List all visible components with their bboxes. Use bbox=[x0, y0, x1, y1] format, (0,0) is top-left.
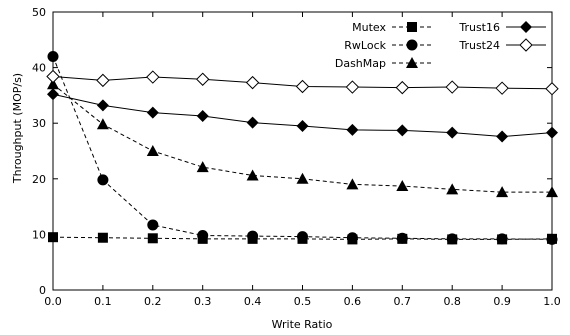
legend-label-mutex: Mutex bbox=[352, 21, 386, 34]
data-point-dashmap bbox=[47, 78, 59, 90]
legend-label-dashmap: DashMap bbox=[335, 57, 386, 70]
legend-label-trust16: Trust16 bbox=[458, 21, 500, 34]
data-point-rwlock bbox=[97, 174, 109, 186]
data-point-dashmap bbox=[146, 145, 159, 156]
y-axis-label: Throughput (MOP/s) bbox=[11, 73, 24, 184]
data-point-trust16 bbox=[446, 126, 459, 139]
series-dashmap bbox=[47, 78, 558, 198]
data-point-trust24 bbox=[545, 82, 559, 96]
data-point-dashmap bbox=[346, 178, 359, 190]
x-tick-label: 0.7 bbox=[394, 295, 412, 308]
data-point-dashmap bbox=[96, 118, 109, 130]
x-tick-label: 0.0 bbox=[44, 295, 62, 308]
x-tick-label: 1.0 bbox=[543, 295, 561, 308]
data-point-trust16 bbox=[496, 130, 509, 143]
x-tick-label: 0.2 bbox=[144, 295, 162, 308]
data-point-dashmap bbox=[396, 180, 409, 192]
data-point-dashmap bbox=[446, 183, 459, 195]
data-point-trust24 bbox=[295, 79, 310, 94]
legend: Mutex RwLock DashMap Trust16 Trust24 bbox=[335, 21, 546, 70]
x-axis-label: Write Ratio bbox=[272, 318, 333, 331]
axes: 0.0 0.1 0.2 0.3 0.4 0.5 0.6 0.7 0.8 0.9 1.0 0 10 20 30… bbox=[32, 6, 561, 308]
data-point-trust16 bbox=[47, 88, 59, 101]
series-rwlock bbox=[47, 50, 558, 245]
x-tick-label: 0.1 bbox=[94, 295, 112, 308]
data-point-dashmap bbox=[496, 186, 509, 198]
data-point-trust16 bbox=[196, 109, 209, 122]
data-point-rwlock bbox=[346, 232, 358, 244]
data-point-trust16 bbox=[246, 116, 259, 129]
data-point-trust24 bbox=[146, 70, 160, 84]
series-trust16 bbox=[47, 88, 558, 143]
data-point-trust16 bbox=[296, 119, 309, 132]
data-point-trust16 bbox=[96, 99, 109, 112]
y-tick-label: 40 bbox=[32, 62, 46, 75]
series-line-mutex bbox=[52, 236, 553, 240]
data-point-trust24 bbox=[495, 81, 509, 95]
y-tick-label: 50 bbox=[32, 6, 46, 19]
data-point-dashmap bbox=[546, 186, 558, 198]
legend-label-trust24: Trust24 bbox=[458, 39, 500, 52]
x-tick-label: 0.4 bbox=[244, 295, 262, 308]
legend-marker-mutex bbox=[407, 22, 417, 32]
data-point-rwlock bbox=[446, 233, 458, 245]
y-tick-label: 0 bbox=[39, 284, 46, 297]
data-point-dashmap bbox=[196, 161, 209, 173]
data-point-rwlock bbox=[147, 219, 159, 231]
series-layer bbox=[46, 50, 559, 245]
series-trust24 bbox=[46, 69, 559, 96]
data-point-dashmap bbox=[296, 172, 309, 184]
data-point-dashmap bbox=[246, 169, 259, 181]
y-tick-label: 20 bbox=[32, 173, 46, 186]
data-point-rwlock bbox=[546, 233, 558, 245]
data-point-trust16 bbox=[546, 126, 558, 139]
legend-item-mutex: Mutex bbox=[352, 21, 432, 34]
x-tick-label: 0.9 bbox=[493, 295, 511, 308]
x-tick-label: 0.3 bbox=[194, 295, 212, 308]
data-point-rwlock bbox=[297, 231, 308, 243]
y-tick-label: 10 bbox=[32, 228, 46, 241]
legend-marker-trust16 bbox=[520, 21, 532, 33]
data-point-trust24 bbox=[345, 80, 360, 94]
data-point-trust16 bbox=[146, 106, 159, 119]
data-point-trust24 bbox=[96, 73, 110, 88]
data-point-rwlock bbox=[396, 232, 408, 244]
data-point-trust24 bbox=[245, 75, 260, 90]
data-point-mutex bbox=[48, 232, 58, 243]
x-tick-label: 0.5 bbox=[294, 295, 312, 308]
legend-item-trust24: Trust24 bbox=[458, 38, 546, 52]
legend-label-rwlock: RwLock bbox=[344, 39, 386, 52]
legend-marker-rwlock bbox=[406, 39, 418, 51]
legend-item-trust16: Trust16 bbox=[458, 21, 546, 34]
x-tick-label: 0.6 bbox=[344, 295, 362, 308]
data-point-mutex bbox=[147, 233, 158, 244]
data-point-trust24 bbox=[445, 80, 459, 94]
legend-marker-trust24 bbox=[519, 38, 533, 52]
data-point-rwlock bbox=[197, 230, 209, 242]
legend-item-dashmap: DashMap bbox=[335, 57, 432, 70]
data-point-trust16 bbox=[346, 123, 359, 136]
y-tick-label: 30 bbox=[32, 117, 46, 130]
data-point-mutex bbox=[97, 232, 108, 243]
legend-item-rwlock: RwLock bbox=[344, 39, 432, 52]
data-point-trust24 bbox=[46, 69, 60, 84]
legend-marker-dashmap bbox=[406, 57, 418, 68]
data-point-rwlock bbox=[47, 50, 59, 62]
data-point-rwlock bbox=[496, 233, 508, 245]
data-point-trust16 bbox=[396, 124, 409, 137]
data-point-trust24 bbox=[195, 72, 210, 86]
x-tick-label: 0.8 bbox=[443, 295, 461, 308]
data-point-rwlock bbox=[247, 230, 259, 242]
data-point-trust24 bbox=[395, 80, 410, 95]
plot-frame bbox=[52, 11, 553, 291]
